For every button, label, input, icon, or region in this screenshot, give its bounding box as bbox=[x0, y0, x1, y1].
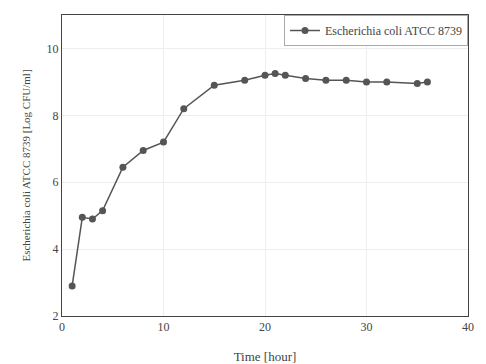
svg-text:Escherichia coli ATCC 8739: Escherichia coli ATCC 8739 bbox=[325, 24, 462, 38]
svg-text:Time [hour]: Time [hour] bbox=[234, 349, 297, 364]
svg-text:8: 8 bbox=[53, 109, 59, 123]
svg-text:20: 20 bbox=[259, 320, 271, 334]
svg-text:0: 0 bbox=[59, 320, 65, 334]
svg-text:10: 10 bbox=[158, 320, 170, 334]
svg-text:Escherichia coli ATCC 8739 [Lo: Escherichia coli ATCC 8739 [Log CFU/ml] bbox=[20, 69, 32, 261]
svg-text:6: 6 bbox=[53, 175, 59, 189]
svg-text:2: 2 bbox=[53, 309, 59, 323]
svg-text:4: 4 bbox=[53, 242, 59, 256]
svg-text:40: 40 bbox=[462, 320, 474, 334]
svg-text:30: 30 bbox=[361, 320, 373, 334]
svg-text:10: 10 bbox=[47, 42, 59, 56]
